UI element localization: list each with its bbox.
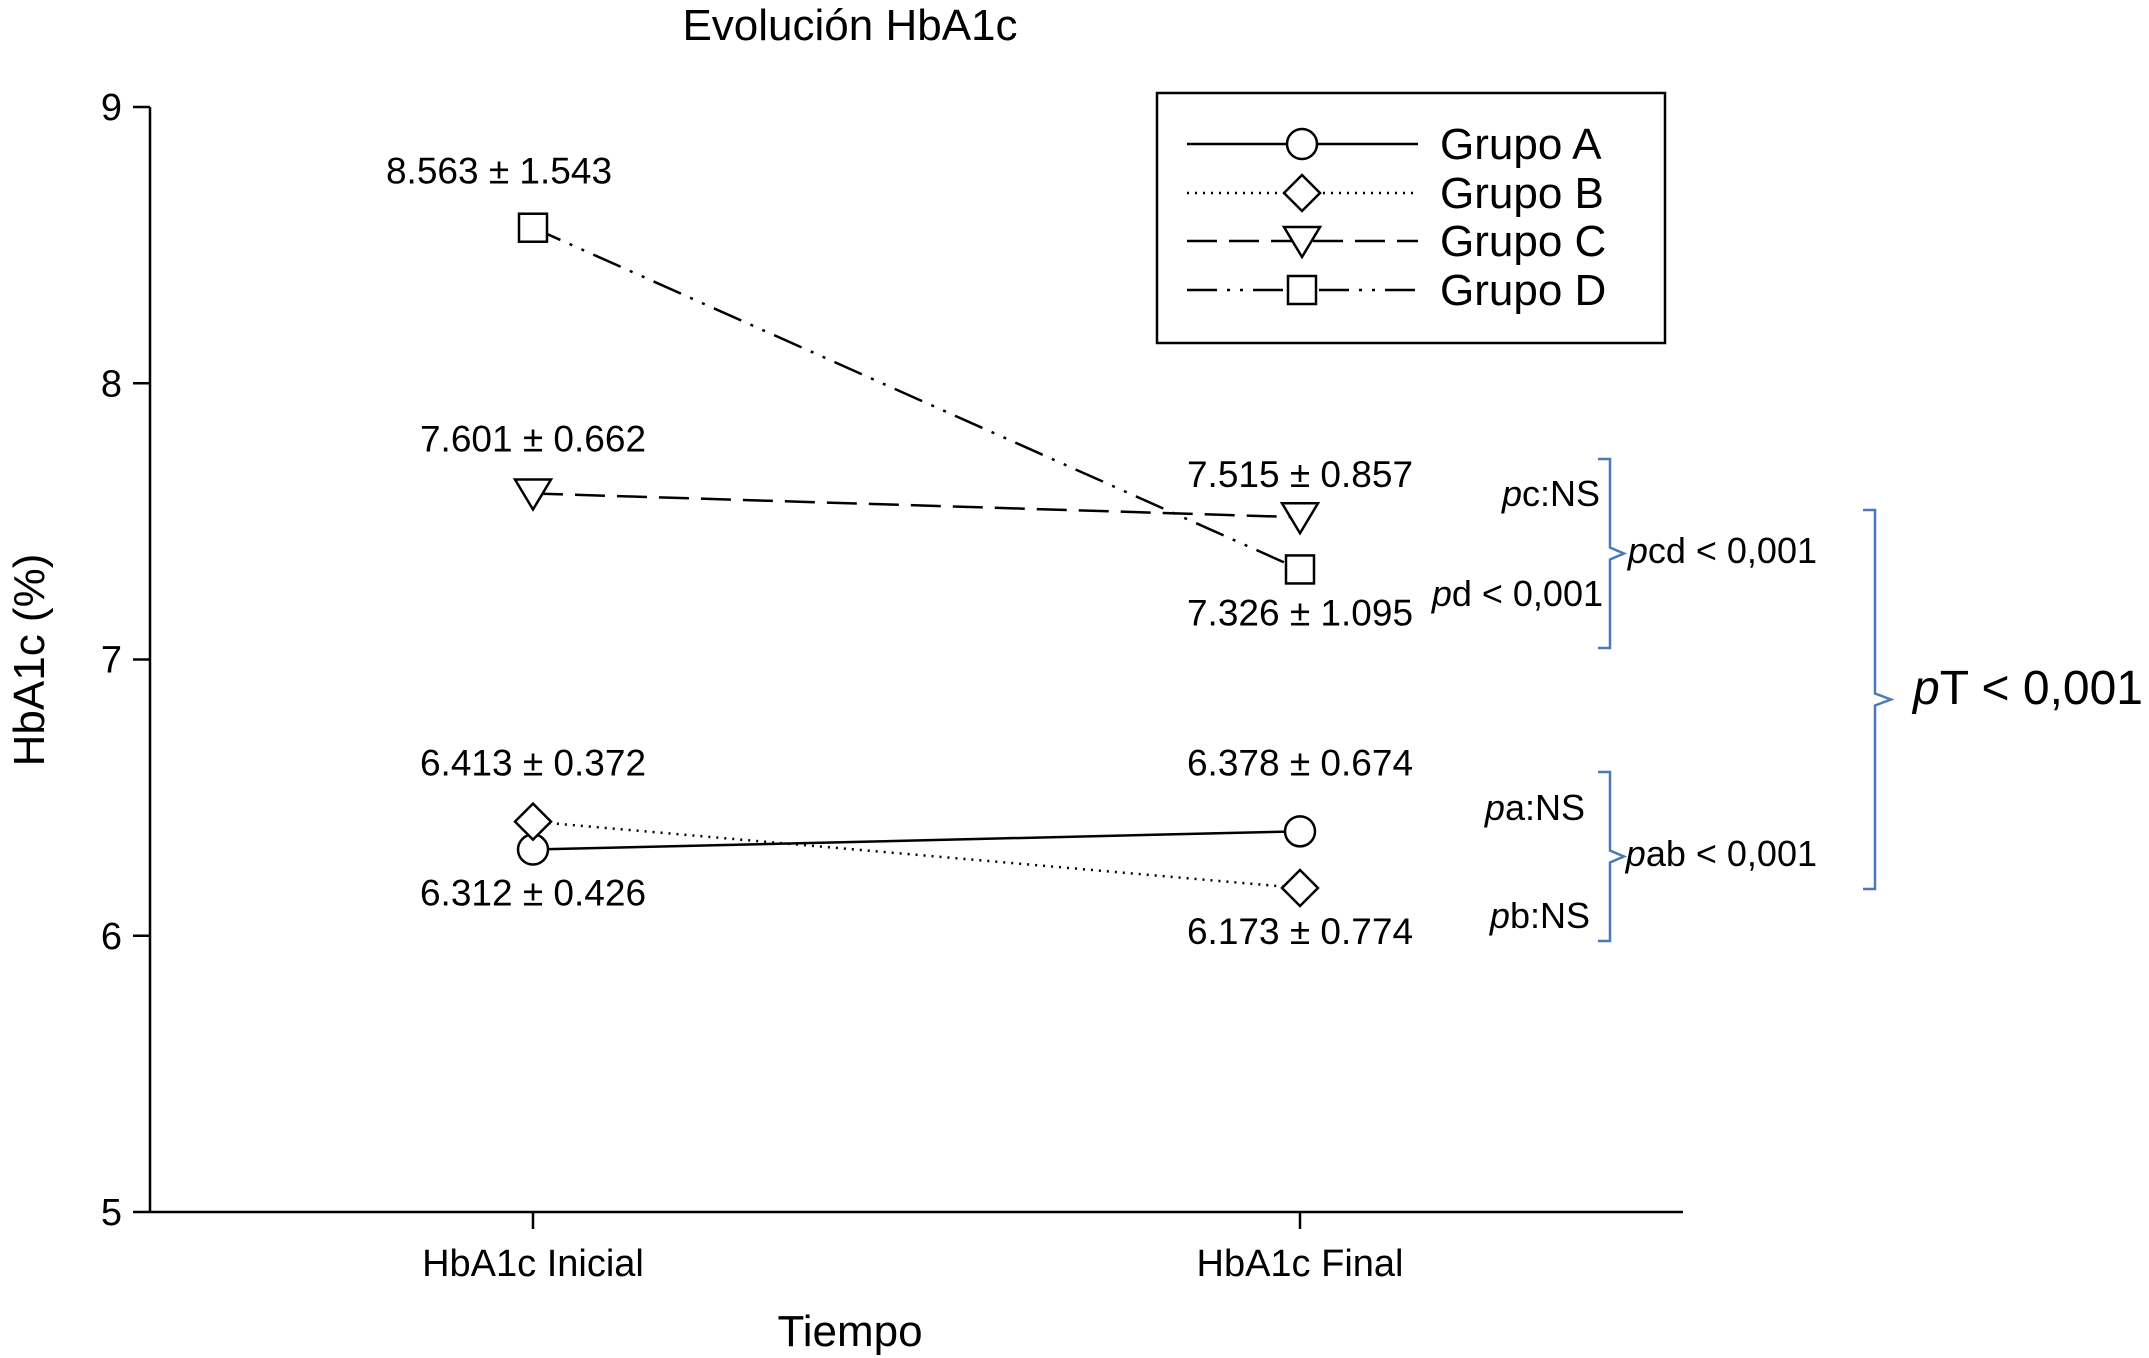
legend-box — [1155, 91, 1667, 345]
y-tick-label: 7 — [101, 640, 122, 682]
value-label: 6.413 ± 0.372 — [420, 743, 646, 784]
value-label: 6.173 ± 0.774 — [1187, 911, 1413, 952]
data-point-4-1 — [517, 212, 549, 243]
x-tick-label: HbA1c Final — [1197, 1243, 1404, 1285]
series-line-1 — [532, 830, 1301, 851]
chart-title: Evolución HbA1c — [682, 1, 1017, 50]
data-point-4-2 — [1284, 554, 1316, 585]
value-labels: 6.312 ± 0.426 6.378 ± 0.674 6.413 ± 0.372 6… — [386, 151, 1413, 952]
series-line-4 — [532, 226, 1301, 571]
legend-label: Grupo A — [1440, 120, 1602, 169]
legend-label: Grupo C — [1440, 217, 1606, 266]
bracket-total — [1863, 508, 1895, 891]
legend-label: Grupo B — [1440, 169, 1604, 218]
value-label: 7.326 ± 1.095 — [1187, 592, 1413, 633]
value-label: 6.312 ± 0.426 — [420, 873, 646, 914]
value-label: 6.378 ± 0.674 — [1187, 742, 1413, 783]
series-line-3 — [532, 492, 1301, 519]
series-line-2 — [532, 820, 1301, 890]
annotation-pb: pb:NS — [1489, 895, 1590, 936]
data-point-3-2 — [1279, 501, 1321, 536]
annotations: pc:NS pd < 0,001 pcd < 0,001 pa:NS pb:NS pab … — [1431, 457, 2143, 943]
value-label: 8.563 ± 1.543 — [386, 151, 612, 192]
y-axis-label: HbA1c (%) — [5, 554, 54, 767]
legend-label: Grupo D — [1440, 266, 1606, 315]
x-ticks: HbA1c Inicial HbA1c Final — [422, 1212, 1403, 1285]
y-tick-label: 6 — [101, 916, 122, 958]
annotation-pa: pa:NS — [1484, 787, 1585, 828]
data-point-2-1 — [513, 801, 553, 842]
legend-marker — [1281, 225, 1323, 260]
y-tick-label: 9 — [101, 87, 122, 129]
x-tick-label: HbA1c Inicial — [422, 1243, 644, 1285]
annotation-pab: pab < 0,001 — [1625, 833, 1817, 874]
annotation-pc: pc:NS — [1501, 473, 1600, 514]
annotation-pcd: pcd < 0,001 — [1627, 530, 1817, 571]
y-tick-label: 5 — [101, 1192, 122, 1234]
legend-marker — [1286, 274, 1318, 306]
data-point-2-2 — [1280, 868, 1320, 908]
annotation-pT: pT < 0,001 — [1911, 662, 2143, 715]
y-tick-label: 8 — [101, 363, 122, 405]
legend-marker — [1285, 127, 1319, 161]
value-label: 7.515 ± 0.857 — [1187, 454, 1413, 495]
x-axis-label: Tiempo — [777, 1307, 922, 1356]
series-layer — [512, 212, 1321, 908]
data-point-3-1 — [512, 478, 554, 512]
y-ticks: 5 6 7 8 9 — [101, 87, 150, 1234]
bracket-ab — [1598, 770, 1628, 943]
bracket-cd — [1598, 457, 1628, 650]
data-point-1-2 — [1283, 815, 1317, 848]
legend-marker — [1282, 173, 1322, 213]
annotation-pd: pd < 0,001 — [1431, 573, 1603, 614]
value-label: 7.601 ± 0.662 — [420, 418, 646, 459]
